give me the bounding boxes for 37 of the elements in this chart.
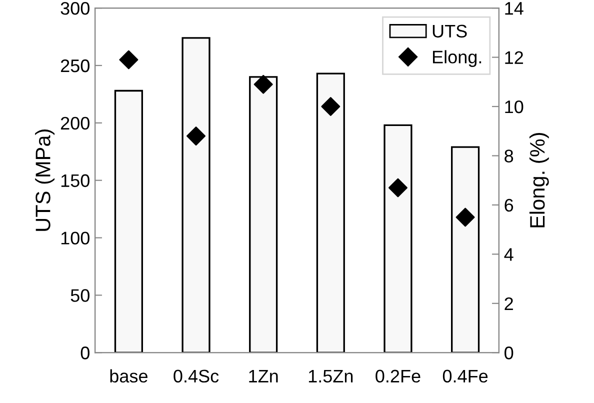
y2-tick-label: 8 <box>504 150 514 162</box>
y2-tick-label: 14 <box>505 2 524 15</box>
x-tick-label: 0.4Sc <box>174 370 219 383</box>
point <box>254 74 273 94</box>
bar <box>249 76 278 353</box>
y-tick-label: 300 <box>60 2 90 15</box>
y2-tick-label: 4 <box>504 248 514 261</box>
y-tick-label: 200 <box>60 116 90 130</box>
point <box>321 97 340 116</box>
y-tick-label: 0 <box>80 346 90 360</box>
y2-tick-label: 0 <box>504 346 514 360</box>
bar <box>316 72 345 353</box>
bar <box>182 37 210 353</box>
y2-tick-label: 2 <box>504 297 513 310</box>
x-tick-label: base <box>110 369 148 383</box>
y2-axis-title: Elong. (%) <box>529 133 549 228</box>
point <box>186 126 206 146</box>
y-tick-label: 150 <box>61 174 90 188</box>
y-axis-title: UTS (MPa) <box>35 130 54 231</box>
y-tick-label: 100 <box>61 232 90 244</box>
point <box>388 178 408 198</box>
y2-tick-label: 6 <box>504 198 514 212</box>
y-tick-label: 250 <box>60 59 90 72</box>
bar <box>384 124 412 353</box>
legend-label: UTS <box>432 24 467 38</box>
bar <box>114 90 143 353</box>
bar <box>451 146 480 353</box>
x-tick-label: 0.4Fe <box>442 370 488 383</box>
point <box>119 50 138 70</box>
y-tick-label: 50 <box>70 289 90 302</box>
legend-label: Elong. <box>433 50 482 67</box>
x-tick-label: 1Zn <box>249 370 278 382</box>
point <box>456 208 475 227</box>
y2-tick-label: 10 <box>505 100 524 114</box>
x-tick-label: 0.2Fe <box>376 370 420 383</box>
x-tick-label: 1.5Zn <box>308 370 353 383</box>
y2-tick-label: 12 <box>505 51 523 64</box>
